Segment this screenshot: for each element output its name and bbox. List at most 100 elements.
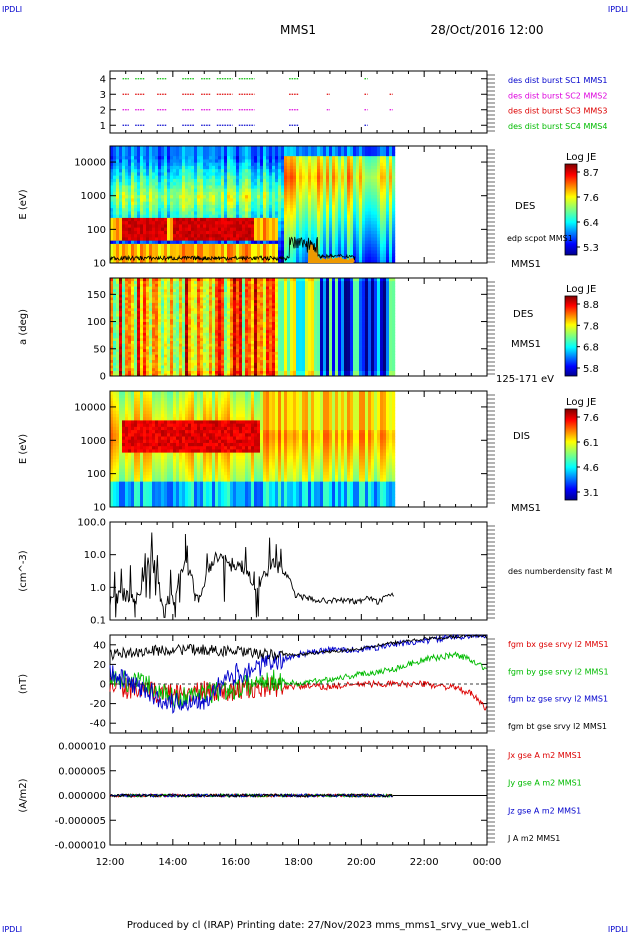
heatmap-cell — [368, 253, 371, 257]
heatmap-cell — [236, 185, 239, 189]
heatmap-cell — [119, 281, 122, 284]
heatmap-cell — [287, 175, 290, 179]
heatmap-cell — [140, 308, 143, 311]
heatmap-cell — [152, 201, 155, 205]
heatmap-cell — [197, 313, 200, 316]
heatmap-cell — [194, 156, 197, 160]
heatmap-cell — [122, 214, 125, 218]
heatmap-cell — [212, 240, 215, 244]
heatmap-cell — [149, 218, 152, 222]
heatmap-cell — [143, 224, 146, 228]
heatmap-cell — [113, 324, 116, 327]
heatmap-cell — [167, 289, 170, 292]
heatmap-cell — [389, 208, 392, 212]
heatmap-cell — [125, 188, 128, 192]
heatmap-cell — [305, 231, 308, 235]
heatmap-cell — [140, 211, 143, 215]
heatmap-cell — [134, 205, 137, 209]
heatmap-cell — [266, 146, 269, 150]
heatmap-cell — [353, 166, 356, 170]
heatmap-cell — [200, 146, 203, 150]
heatmap-cell — [152, 357, 155, 360]
heatmap-cell — [308, 208, 311, 212]
heatmap-cell — [281, 153, 284, 157]
heatmap-cell — [356, 227, 359, 231]
heatmap-cell — [188, 218, 191, 222]
heatmap-cell — [206, 146, 209, 150]
heatmap-cell — [200, 292, 203, 295]
heatmap-cell — [137, 300, 140, 303]
heatmap-cell — [341, 247, 344, 251]
heatmap-cell — [230, 192, 233, 196]
heatmap-cell — [137, 244, 140, 248]
heatmap-cell — [383, 247, 386, 251]
heatmap-cell — [386, 231, 389, 235]
heatmap-cell — [125, 182, 128, 186]
heatmap-cell — [134, 169, 137, 173]
heatmap-cell — [176, 297, 179, 300]
heatmap-cell — [125, 224, 128, 228]
heatmap-cell — [329, 162, 332, 166]
heatmap-cell — [338, 247, 341, 251]
heatmap-cell — [155, 192, 158, 196]
heatmap-cell — [212, 175, 215, 179]
heatmap-cell — [170, 283, 173, 286]
heatmap-cell — [383, 195, 386, 199]
heatmap-cell — [203, 208, 206, 212]
heatmap-cell — [137, 352, 140, 355]
heatmap-cell — [140, 247, 143, 251]
heatmap-cell — [122, 354, 125, 357]
heatmap-cell — [245, 179, 248, 183]
heatmap-cell — [218, 221, 221, 225]
heatmap-cell — [191, 335, 194, 338]
heatmap-cell — [275, 208, 278, 212]
heatmap-cell — [149, 297, 152, 300]
heatmap-cell — [278, 211, 281, 215]
heatmap-cell — [206, 211, 209, 215]
heatmap-cell — [350, 201, 353, 205]
heatmap-cell — [176, 156, 179, 160]
heatmap-cell — [137, 198, 140, 202]
heatmap-cell — [128, 283, 131, 286]
heatmap-cell — [332, 205, 335, 209]
heatmap-cell — [158, 341, 161, 344]
heatmap-cell — [191, 343, 194, 346]
heatmap-cell — [188, 208, 191, 212]
heatmap-cell — [380, 247, 383, 251]
heatmap-cell — [167, 322, 170, 325]
heatmap-cell — [260, 205, 263, 209]
heatmap-cell — [317, 175, 320, 179]
heatmap-cell — [146, 240, 149, 244]
heatmap-cell — [368, 162, 371, 166]
heatmap-cell — [170, 352, 173, 355]
heatmap-cell — [179, 218, 182, 222]
heatmap-cell — [200, 231, 203, 235]
heatmap-cell — [164, 169, 167, 173]
heatmap-cell — [356, 221, 359, 225]
heatmap-cell — [320, 198, 323, 202]
heatmap-cell — [359, 182, 362, 186]
heatmap-cell — [275, 231, 278, 235]
heatmap-cell — [185, 153, 188, 157]
heatmap-cell — [128, 368, 131, 371]
heatmap-cell — [191, 201, 194, 205]
heatmap-cell — [146, 208, 149, 212]
heatmap-cell — [116, 162, 119, 166]
heatmap-cell — [359, 211, 362, 215]
heatmap-cell — [167, 201, 170, 205]
heatmap-cell — [272, 205, 275, 209]
heatmap-cell — [173, 357, 176, 360]
heatmap-cell — [359, 227, 362, 231]
heatmap-cell — [116, 327, 119, 330]
heatmap-cell — [269, 244, 272, 248]
heatmap-cell — [218, 247, 221, 251]
heatmap-cell — [191, 362, 194, 365]
heatmap-cell — [182, 244, 185, 248]
heatmap-cell — [389, 205, 392, 209]
heatmap-cell — [203, 234, 206, 238]
heatmap-cell — [386, 182, 389, 186]
heatmap-cell — [380, 218, 383, 222]
heatmap-cell — [128, 231, 131, 235]
heatmap-cell — [200, 289, 203, 292]
heatmap-cell — [308, 175, 311, 179]
